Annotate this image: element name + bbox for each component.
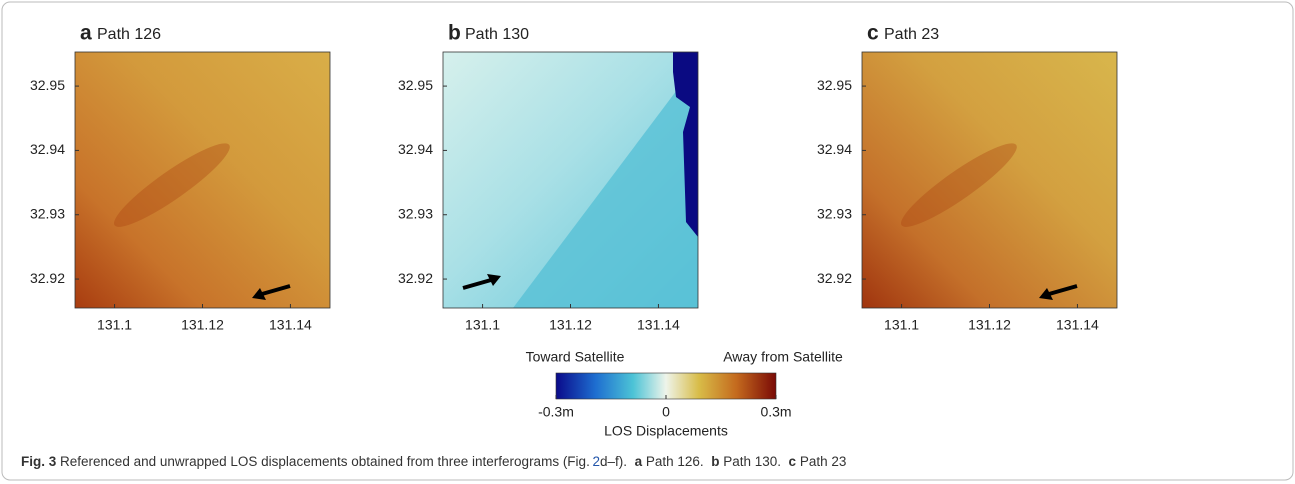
map-shade (513, 62, 698, 308)
colorbar-left-label: Toward Satellite (526, 349, 625, 365)
colorbar-title: LOS Displacements (604, 423, 728, 439)
caption: Fig. 3 Referenced and unwrapped LOS displ… (21, 454, 846, 469)
x-tick-label: 131.14 (637, 317, 680, 333)
caption-letter: b (711, 454, 720, 469)
y-tick-label: 32.94 (30, 141, 65, 157)
x-tick-label: 131.14 (269, 317, 312, 333)
caption-text: Path 126. (645, 454, 704, 469)
caption-text: Referenced and unwrapped LOS displacemen… (60, 454, 590, 469)
caption-text: d–f). (600, 454, 628, 469)
arrow (261, 284, 291, 296)
x-tick-label: 131.12 (181, 317, 224, 333)
y-tick-label: 32.92 (30, 270, 65, 286)
arrow-head (252, 288, 266, 300)
panel-letter: c (867, 22, 879, 45)
y-tick-label: 32.95 (398, 77, 433, 93)
caption-link[interactable]: 2 (592, 454, 601, 469)
y-tick-label: 32.95 (817, 77, 852, 93)
caption-label: Fig. 3 (21, 454, 57, 469)
colorbar-tick-label: 0 (662, 404, 670, 420)
map-shade (900, 143, 1017, 227)
colorbar-tick-label: 0.3m (760, 404, 791, 420)
caption-text: Path 130. (723, 454, 781, 469)
map-image (75, 52, 330, 308)
colorbar-tick-label: -0.3m (538, 404, 574, 420)
x-tick-label: 131.14 (1056, 317, 1099, 333)
caption-letter: a (634, 454, 643, 469)
x-tick-label: 131.1 (97, 317, 132, 333)
y-tick-label: 32.95 (30, 77, 65, 93)
y-tick-label: 32.93 (30, 205, 65, 221)
water-area (673, 52, 698, 237)
x-tick-label: 131.12 (968, 317, 1011, 333)
colorbar-right-label: Away from Satellite (723, 349, 843, 365)
panel-title: Path 130 (465, 26, 529, 43)
y-tick-label: 32.93 (398, 205, 433, 221)
y-tick-label: 32.92 (398, 270, 433, 286)
arrow-head (487, 274, 501, 286)
y-tick-label: 32.93 (817, 205, 852, 221)
panel-letter: a (80, 22, 92, 45)
y-tick-label: 32.94 (817, 141, 852, 157)
caption-letter: c (788, 454, 797, 469)
colorbar (555, 372, 777, 400)
panel-title: Path 23 (884, 26, 939, 43)
panel-title: Path 126 (97, 26, 161, 43)
y-tick-label: 32.92 (817, 270, 852, 286)
panel-letter: b (448, 22, 461, 45)
arrow (1048, 284, 1078, 296)
x-tick-label: 131.12 (549, 317, 592, 333)
y-tick-label: 32.94 (398, 141, 433, 157)
map-image (862, 52, 1117, 308)
x-tick-label: 131.1 (884, 317, 919, 333)
arrow-head (1039, 288, 1053, 300)
map-shade (113, 143, 230, 227)
caption-text: Path 23 (799, 454, 847, 469)
arrow (462, 278, 492, 290)
x-tick-label: 131.1 (465, 317, 500, 333)
